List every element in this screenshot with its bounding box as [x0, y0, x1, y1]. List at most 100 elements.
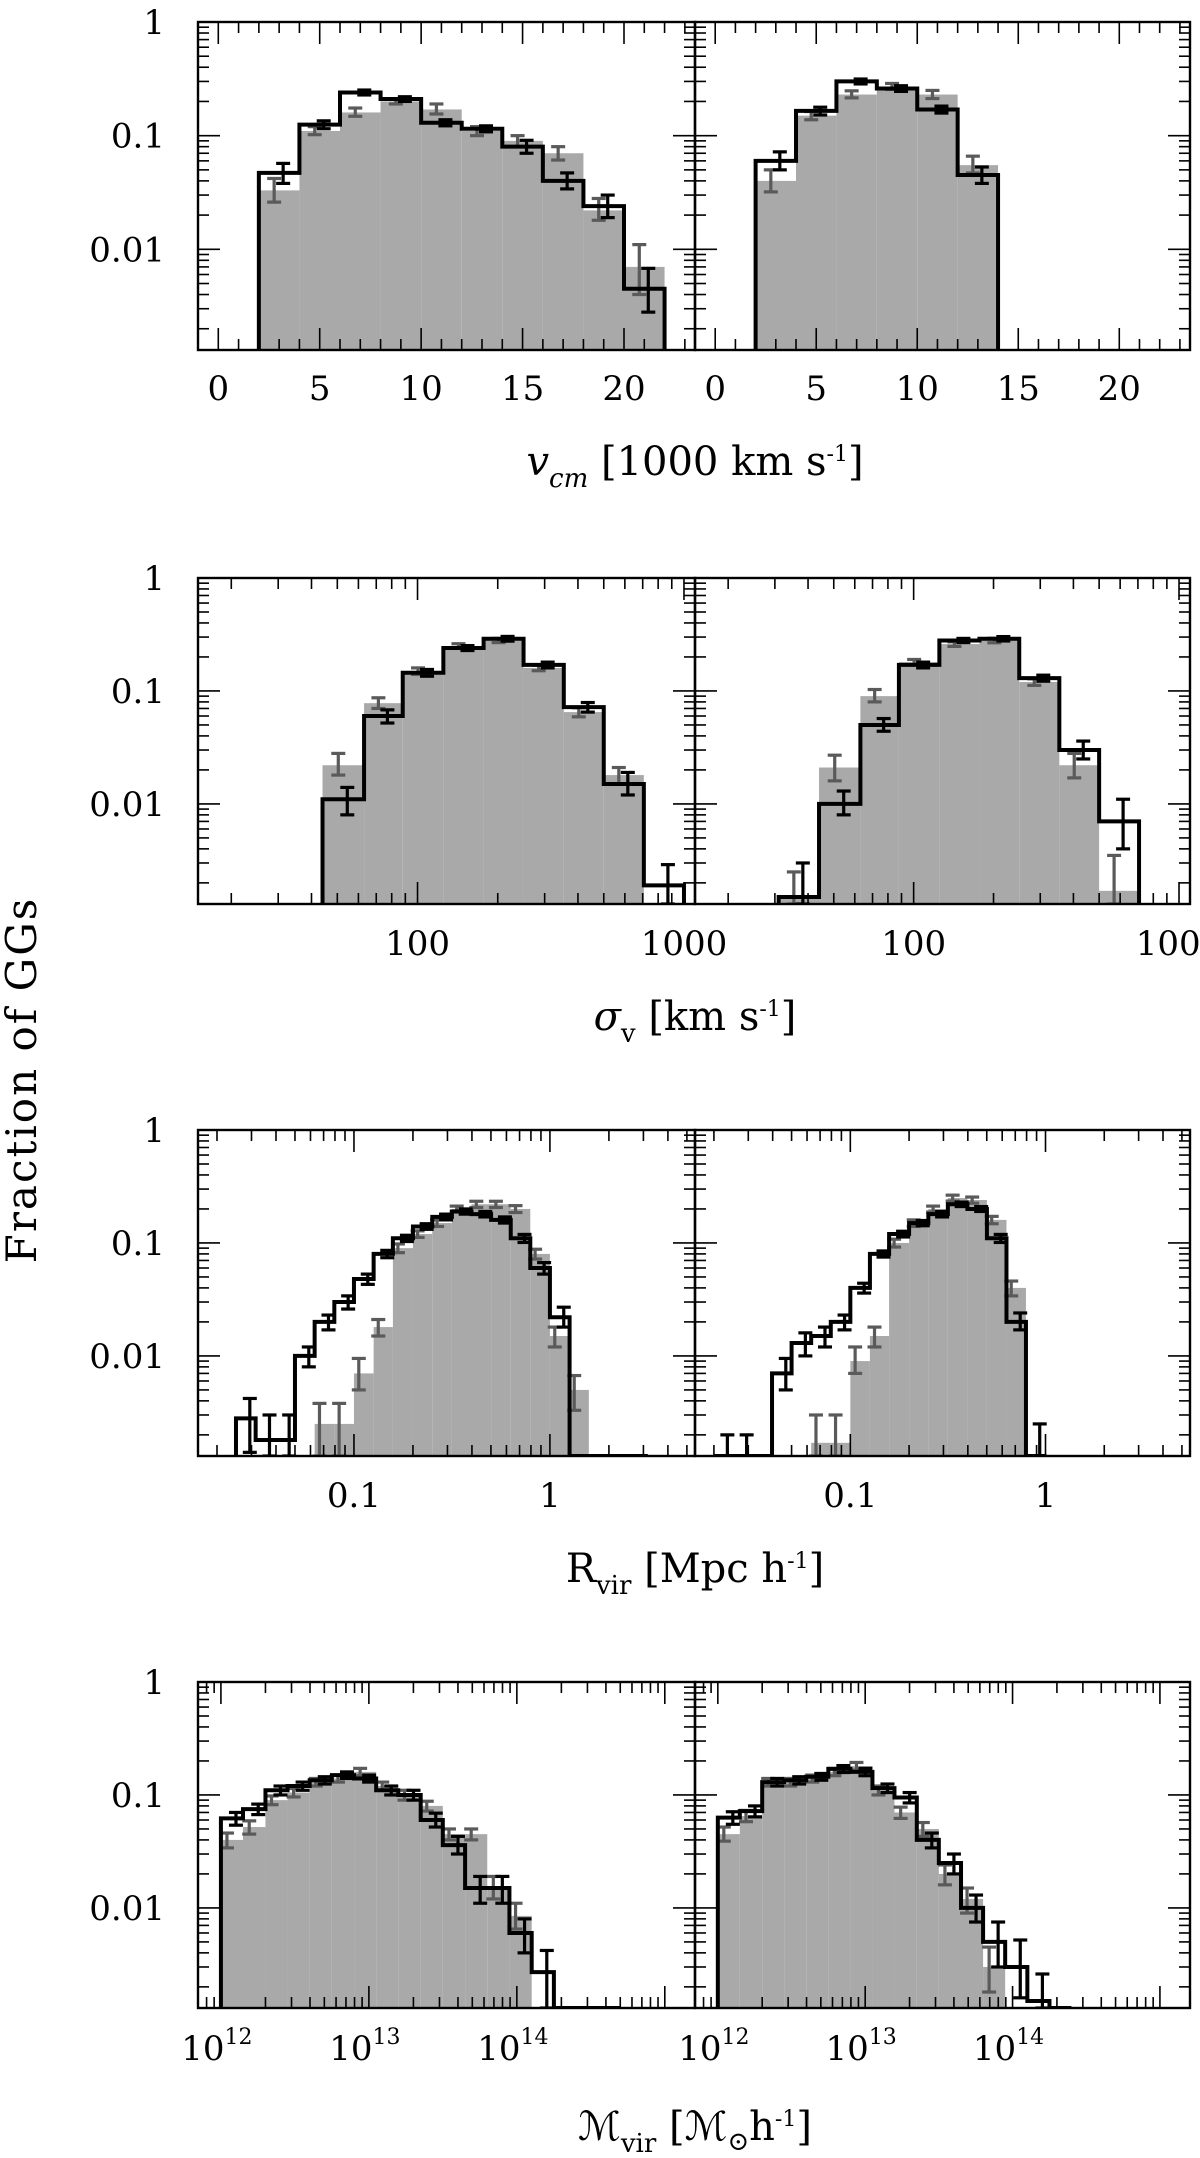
panel-plot-area [218, 1766, 621, 2008]
panel-plot-area [320, 634, 686, 904]
shaded-bar [331, 1778, 355, 2008]
x-tick-label: 10 [400, 369, 443, 409]
shaded-histogram [322, 640, 644, 904]
panel-vcm-right: 0 5 10 15 20 [693, 20, 1192, 409]
x-tick-label-exp: 13 [373, 2025, 401, 2050]
shaded-bar [1059, 765, 1100, 904]
black-error-bars [772, 77, 989, 186]
panel-Mvir-left: 1012 1013 1014 [181, 1680, 697, 2069]
shaded-bar [220, 1839, 243, 2008]
x-tick-label: 15 [501, 369, 544, 409]
x-axis-label-sub2: ⊙ [727, 2127, 749, 2157]
x-tick-label: 100 [385, 924, 450, 964]
shaded-bar [442, 1834, 466, 2008]
shaded-bar [983, 1966, 1006, 2008]
y-tick-label: 0.1 [111, 1224, 165, 1264]
shaded-bar [376, 1786, 399, 2008]
shaded-bar [961, 1898, 984, 2008]
x-axis-label-end: ] [809, 1546, 825, 1592]
x-tick-label: 1 [1035, 1476, 1057, 1516]
shaded-bar [916, 1828, 939, 2008]
x-tick-label: 1014 [973, 2025, 1044, 2069]
shaded-bar [491, 1204, 511, 1456]
y-tick-label: 0.1 [111, 1776, 165, 1816]
shaded-bar [432, 1223, 452, 1456]
x-axis-label-main: σ [594, 994, 623, 1040]
x-tick-label: 1014 [477, 2025, 548, 2069]
shaded-bar [967, 1200, 987, 1456]
shaded-bar [898, 662, 940, 904]
shaded-bar [938, 1873, 962, 2008]
x-tick-label: 1013 [826, 2025, 897, 2069]
shaded-bar [811, 1442, 831, 1456]
shaded-bar [979, 640, 1020, 904]
shaded-bar [872, 1790, 895, 2008]
x-axis-label-Rvir: Rvir [Mpc h-1] [566, 1546, 824, 1601]
x-axis-label-sigma_v: σv [km s-1] [594, 994, 797, 1049]
x-axis-label-rest: [1000 km s [588, 439, 826, 485]
x-tick-label-base: 10 [973, 2029, 1016, 2069]
shaded-bar [354, 1771, 377, 2008]
x-tick-label: 5 [309, 369, 331, 409]
shaded-bar [242, 1827, 266, 2008]
shaded-bar [340, 112, 381, 350]
black-histogram-line [753, 79, 1001, 350]
shaded-bar [523, 667, 564, 904]
shaded-bar [412, 1234, 433, 1456]
x-tick-label-exp: 12 [721, 2025, 749, 2050]
panel-sigma_v-left: 100 1000 [196, 576, 728, 964]
panel-ticks [197, 1681, 695, 2008]
x-tick-label-base: 10 [329, 2029, 372, 2069]
y-axis-label: Fraction of GGs [0, 897, 46, 1264]
x-axis-label-sub: v [620, 1019, 636, 1049]
panel-vcm-left: 0 5 10 15 20 [196, 20, 697, 409]
x-axis-label-sup: -1 [759, 997, 780, 1022]
shaded-bar [542, 153, 584, 350]
shaded-bar [364, 703, 403, 904]
x-axis-label-rest: [ℳ [656, 2104, 727, 2150]
x-tick-label-exp: 13 [869, 2025, 897, 2050]
x-tick-label: 0 [704, 369, 726, 409]
shaded-bar [465, 1834, 488, 2008]
shaded-bar [762, 1782, 785, 2008]
panel-ticks [198, 577, 695, 904]
shaded-histogram [717, 1766, 1006, 2008]
x-tick-label-exp: 14 [520, 2025, 548, 2050]
black-histogram-line [233, 1209, 648, 1456]
x-tick-label: 1000 [641, 924, 728, 964]
black-error-bars [795, 634, 1131, 904]
shaded-bar [443, 646, 484, 904]
x-tick-label: 1012 [678, 2025, 749, 2069]
black-error-bars [720, 1200, 1047, 1456]
x-tick-label-base: 10 [477, 2029, 520, 2069]
shaded-bar [894, 1812, 917, 2008]
panel-ticks [694, 1681, 1190, 2008]
y-tick-label: 1 [143, 3, 165, 43]
panel-ticks [198, 1129, 695, 1456]
shaded-error-bars [808, 1193, 1019, 1456]
shaded-bar [796, 115, 837, 350]
shaded-bar [850, 1361, 870, 1456]
shaded-bar [563, 712, 604, 904]
shaded-bar [314, 1423, 335, 1456]
shaded-bar [778, 896, 820, 904]
x-axis-label-end: ] [796, 2104, 812, 2150]
shaded-bar [502, 140, 543, 350]
black-histogram-line [320, 636, 686, 904]
x-axis-label-rest: [km s [636, 994, 760, 1040]
shaded-histogram [778, 640, 1140, 904]
shaded-bar [755, 180, 797, 350]
shaded-bar [624, 266, 665, 350]
x-axis-label-end: ] [781, 994, 797, 1040]
black-histogram-line [218, 1773, 621, 2008]
shaded-bar [1099, 890, 1140, 904]
shaded-bar [909, 1223, 929, 1456]
shaded-bar [392, 1248, 413, 1456]
panel-Rvir-left: 0.1 1 [196, 1128, 697, 1516]
shaded-error-bars [763, 81, 980, 194]
x-tick-label: 0 [207, 369, 229, 409]
panel-plot-area [776, 634, 1142, 904]
shaded-bar [928, 1208, 948, 1456]
